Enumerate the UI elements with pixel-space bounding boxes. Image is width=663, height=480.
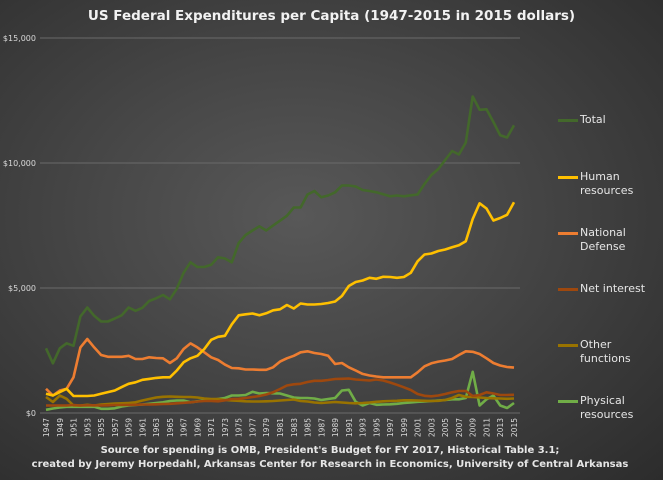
x-tick-label: 2013 bbox=[496, 418, 505, 437]
x-tick-label: 2001 bbox=[414, 418, 423, 437]
series-lines bbox=[44, 95, 516, 412]
gridlines bbox=[40, 37, 520, 414]
x-tick-label: 1989 bbox=[331, 418, 340, 437]
x-tick-label: 1991 bbox=[345, 418, 354, 437]
x-tick-label: 1955 bbox=[97, 418, 106, 437]
x-tick-label: 1953 bbox=[83, 418, 92, 437]
x-tick-label: 1951 bbox=[70, 418, 79, 437]
x-tick-label: 1999 bbox=[400, 418, 409, 437]
series-line-other-functions bbox=[45, 393, 515, 407]
x-tick-label: 1961 bbox=[138, 418, 147, 437]
x-tick-label: 1949 bbox=[56, 418, 65, 437]
x-tick-label: 2015 bbox=[510, 418, 519, 437]
series-line-national-defense bbox=[45, 337, 515, 397]
x-tick-label: 1971 bbox=[207, 418, 216, 437]
legend-label: Human resources bbox=[580, 170, 634, 197]
source-line-2: created by Jeremy Horpedahl, Arkansas Ce… bbox=[31, 459, 629, 470]
x-tick-label: 1979 bbox=[262, 418, 271, 437]
x-tick-label: 1947 bbox=[42, 418, 51, 437]
x-tick-label: 2009 bbox=[469, 418, 478, 437]
x-tick-label: 1963 bbox=[152, 418, 161, 437]
legend-swatch bbox=[558, 119, 578, 122]
x-tick-label: 2011 bbox=[482, 418, 491, 437]
legend-item-physical-resources: Physical resources bbox=[558, 394, 663, 422]
legend-label: Physical resources bbox=[580, 394, 634, 421]
x-tick-label: 1967 bbox=[180, 418, 189, 437]
legend-item-net-interest: Net interest bbox=[558, 282, 663, 296]
legend-label: Other functions bbox=[580, 338, 631, 365]
y-tick-label: $10,000 bbox=[3, 159, 36, 168]
source-note: Source for spending is OMB, President's … bbox=[32, 444, 629, 472]
x-tick-label: 1975 bbox=[235, 418, 244, 437]
x-tick-label: 1983 bbox=[290, 418, 299, 437]
x-tick-label: 1965 bbox=[166, 418, 175, 437]
x-tick-label: 2003 bbox=[427, 418, 436, 437]
legend-swatch bbox=[558, 344, 578, 347]
series-line-net-interest bbox=[46, 377, 515, 407]
legend-item-total: Total bbox=[558, 113, 663, 127]
x-tick-label: 1997 bbox=[386, 418, 395, 437]
x-tick-label: 1993 bbox=[359, 418, 368, 437]
x-tick-label: 2007 bbox=[455, 418, 464, 437]
y-tick-label: $5,000 bbox=[8, 284, 36, 293]
x-tick-label: 1985 bbox=[304, 418, 313, 437]
x-tick-label: 1981 bbox=[276, 418, 285, 437]
source-line-1: Source for spending is OMB, President's … bbox=[100, 445, 560, 456]
legend-item-other-functions: Other functions bbox=[558, 338, 663, 366]
series-line-total bbox=[44, 95, 516, 365]
legend-swatch bbox=[558, 288, 578, 291]
legend-label: Total bbox=[580, 113, 606, 126]
x-tick-label: 1959 bbox=[125, 418, 134, 437]
x-axis-ticks: 1947 1949 1951 1953 1955 1957 1959 1961 1963 1965… bbox=[42, 418, 519, 437]
legend-item-human-resources: Human resources bbox=[558, 170, 663, 198]
x-tick-label: 2005 bbox=[441, 418, 450, 437]
chart-title: US Federal Expenditures per Capita (1947… bbox=[87, 8, 576, 24]
x-tick-label: 1973 bbox=[221, 418, 230, 437]
x-tick-label: 1969 bbox=[193, 418, 202, 437]
legend-label: National Defense bbox=[580, 226, 626, 253]
legend-item-national-defense: National Defense bbox=[558, 226, 663, 254]
x-tick-label: 1957 bbox=[111, 418, 120, 437]
y-axis-ticks: $0 $5,000 $10,000 $15,000 bbox=[3, 34, 36, 418]
y-tick-label: $15,000 bbox=[3, 34, 36, 43]
x-tick-label: 1995 bbox=[372, 418, 381, 437]
legend-swatch bbox=[558, 400, 578, 403]
y-tick-label: $0 bbox=[26, 409, 36, 418]
x-tick-label: 1987 bbox=[317, 418, 326, 437]
x-tick-label: 1977 bbox=[248, 418, 257, 437]
series-line-human-resources bbox=[45, 201, 516, 398]
legend-swatch bbox=[558, 176, 578, 179]
legend-label: Net interest bbox=[580, 282, 646, 295]
legend-swatch bbox=[558, 232, 578, 235]
